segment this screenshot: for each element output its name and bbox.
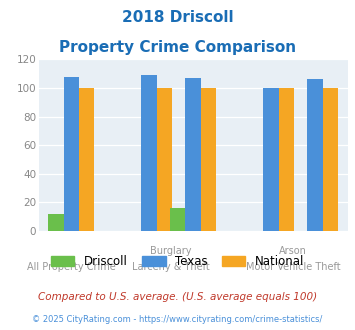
Text: Larceny & Theft: Larceny & Theft xyxy=(132,262,210,272)
Bar xyxy=(64,77,79,231)
Bar xyxy=(307,80,322,231)
Bar xyxy=(170,208,185,231)
Text: Burglary: Burglary xyxy=(150,246,192,256)
Bar xyxy=(141,75,157,231)
Legend: Driscoll, Texas, National: Driscoll, Texas, National xyxy=(46,250,309,273)
Bar xyxy=(157,88,172,231)
Bar xyxy=(185,78,201,231)
Bar xyxy=(263,88,279,231)
Text: Arson: Arson xyxy=(279,246,307,256)
Text: Compared to U.S. average. (U.S. average equals 100): Compared to U.S. average. (U.S. average … xyxy=(38,292,317,302)
Text: © 2025 CityRating.com - https://www.cityrating.com/crime-statistics/: © 2025 CityRating.com - https://www.city… xyxy=(32,315,323,324)
Text: Property Crime Comparison: Property Crime Comparison xyxy=(59,40,296,54)
Text: All Property Crime: All Property Crime xyxy=(27,262,116,272)
Text: 2018 Driscoll: 2018 Driscoll xyxy=(122,10,233,25)
Text: Motor Vehicle Theft: Motor Vehicle Theft xyxy=(246,262,340,272)
Bar xyxy=(322,88,338,231)
Bar xyxy=(79,88,94,231)
Bar xyxy=(48,214,64,231)
Bar xyxy=(279,88,294,231)
Bar xyxy=(201,88,216,231)
